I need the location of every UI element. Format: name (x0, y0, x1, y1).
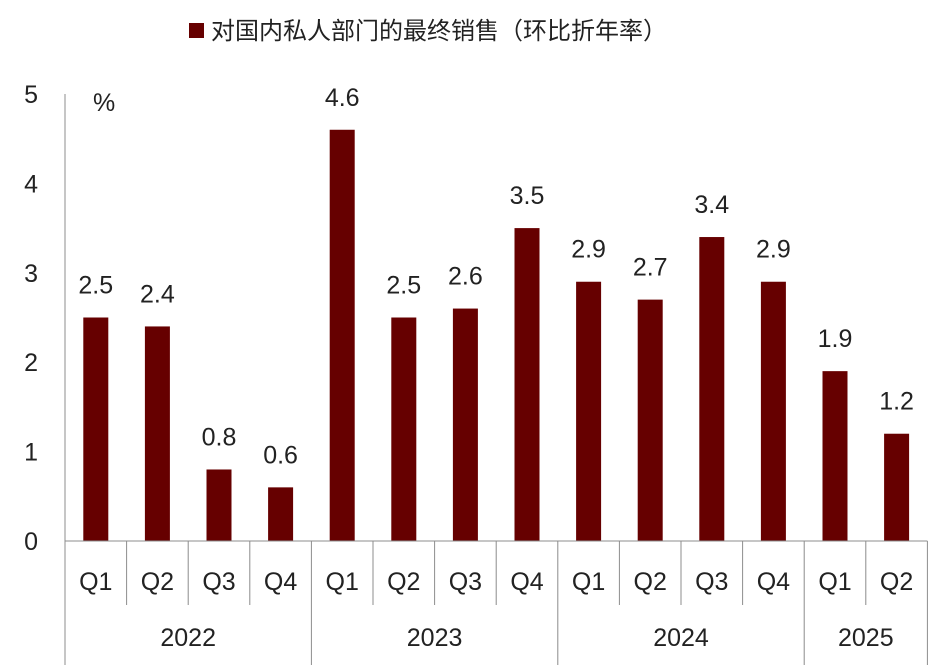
data-label: 2.5 (386, 272, 421, 300)
data-labels: 2.5 2.4 0.8 0.6 4.6 2.5 2.6 3.5 2.9 2.7 3.4 2.9 1.9 1… (78, 84, 914, 470)
bars (83, 129, 910, 542)
quarter-label: Q2 (880, 568, 913, 596)
quarter-label: Q2 (634, 568, 667, 596)
data-label: 0.8 (202, 423, 237, 451)
bar (760, 281, 786, 541)
bar (329, 129, 355, 541)
y-tick-label: 3 (24, 260, 38, 288)
data-label: 3.4 (694, 191, 729, 219)
bar (884, 433, 910, 541)
y-tick-label: 5 (24, 81, 38, 109)
bar (268, 487, 294, 541)
data-label: 1.9 (818, 325, 853, 353)
bar (822, 371, 848, 541)
y-tick-label: 2 (24, 349, 38, 377)
quarter-label: Q4 (264, 568, 297, 596)
data-label: 2.9 (756, 236, 791, 264)
year-label: 2022 (160, 624, 216, 652)
quarter-label: Q1 (79, 568, 112, 596)
bar (514, 228, 540, 541)
bar (699, 237, 725, 542)
bar (206, 469, 232, 541)
bar (452, 308, 478, 541)
data-label: 2.5 (78, 272, 113, 300)
bar (144, 326, 170, 541)
quarter-label: Q4 (510, 568, 543, 596)
quarter-label: Q2 (141, 568, 174, 596)
legend-swatch (189, 23, 204, 38)
x-axis: Q1 Q2 Q3 Q4 2022 Q1 Q2 Q3 Q4 2023 Q1 Q2 Q3 Q4 2024 Q1 Q2… (64, 540, 928, 665)
y-tick-label: 4 (24, 170, 38, 198)
bar (637, 299, 663, 541)
bar (576, 281, 602, 541)
quarter-label: Q3 (695, 568, 728, 596)
legend-label: 对国内私人部门的最终销售（环比折年率） (211, 18, 667, 45)
bar (391, 317, 417, 541)
y-axis: 0 1 2 3 4 5 (24, 81, 66, 556)
quarter-label: Q1 (818, 568, 851, 596)
data-label: 1.2 (879, 388, 914, 416)
bar (83, 317, 109, 541)
unit-label: % (93, 89, 115, 117)
data-label: 2.6 (448, 263, 483, 291)
data-label: 2.4 (140, 280, 175, 308)
y-tick-label: 0 (24, 528, 38, 556)
y-tick-label: 1 (24, 439, 38, 467)
quarter-label: Q1 (326, 568, 359, 596)
legend: 对国内私人部门的最终销售（环比折年率） (189, 18, 667, 45)
data-label: 0.6 (263, 441, 298, 469)
data-label: 2.7 (633, 254, 668, 282)
quarter-label: Q4 (757, 568, 790, 596)
quarter-label: Q2 (387, 568, 420, 596)
data-label: 2.9 (571, 236, 606, 264)
quarter-label: Q3 (449, 568, 482, 596)
data-label: 3.5 (510, 182, 545, 210)
data-label: 4.6 (325, 84, 360, 112)
year-label: 2024 (653, 624, 709, 652)
quarter-label: Q1 (572, 568, 605, 596)
year-label: 2025 (838, 624, 894, 652)
year-label: 2023 (407, 624, 463, 652)
quarter-label: Q3 (202, 568, 235, 596)
